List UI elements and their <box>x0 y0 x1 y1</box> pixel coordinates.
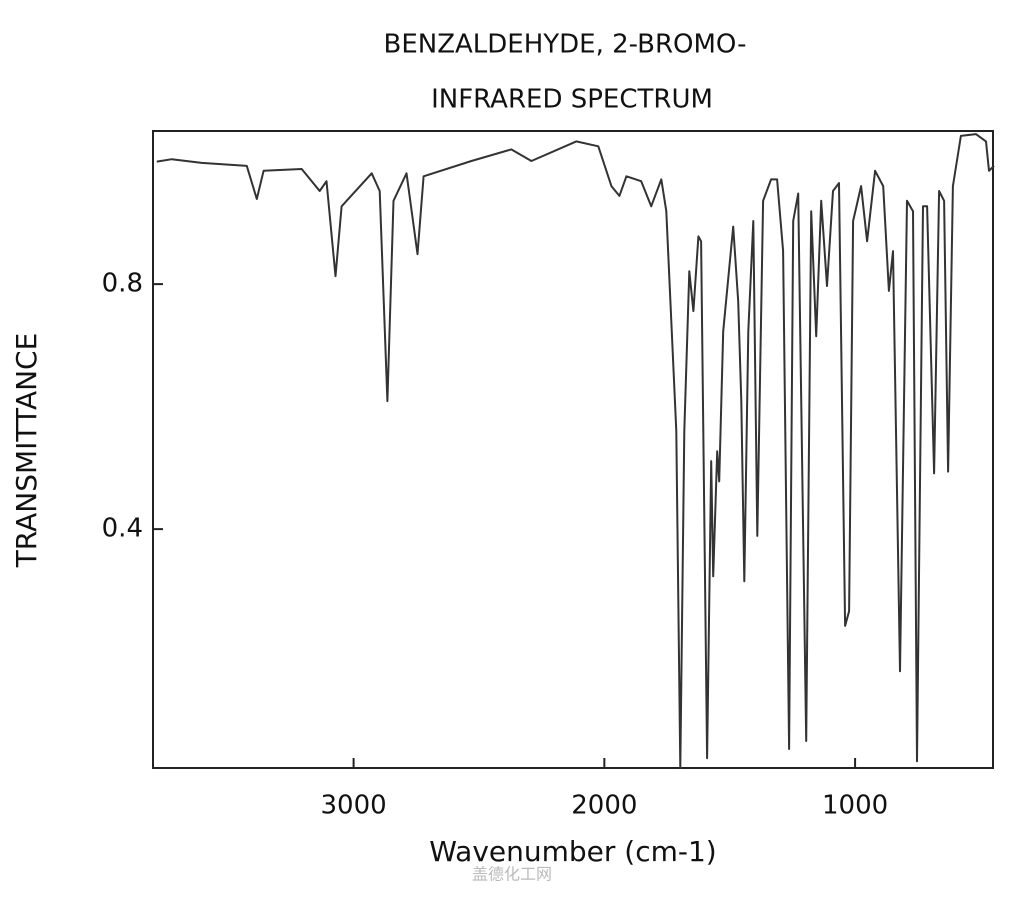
x-tick-label: 2000 <box>571 791 637 821</box>
y-tick-label: 0.4 <box>102 514 143 544</box>
y-axis-label: TRANSMITTANCE <box>10 333 43 569</box>
y-tick-label: 0.8 <box>102 269 143 299</box>
x-tick-label: 3000 <box>321 791 387 821</box>
chart-title: BENZALDEHYDE, 2-BROMO- <box>383 30 746 60</box>
watermark: 盖德化工网 <box>472 865 552 884</box>
x-axis-label: Wavenumber (cm-1) <box>429 835 716 868</box>
x-tick-label: 1000 <box>822 791 888 821</box>
chart-subtitle: INFRARED SPECTRUM <box>431 85 713 115</box>
spectrum-line <box>156 133 995 769</box>
plot-frame <box>152 130 994 769</box>
